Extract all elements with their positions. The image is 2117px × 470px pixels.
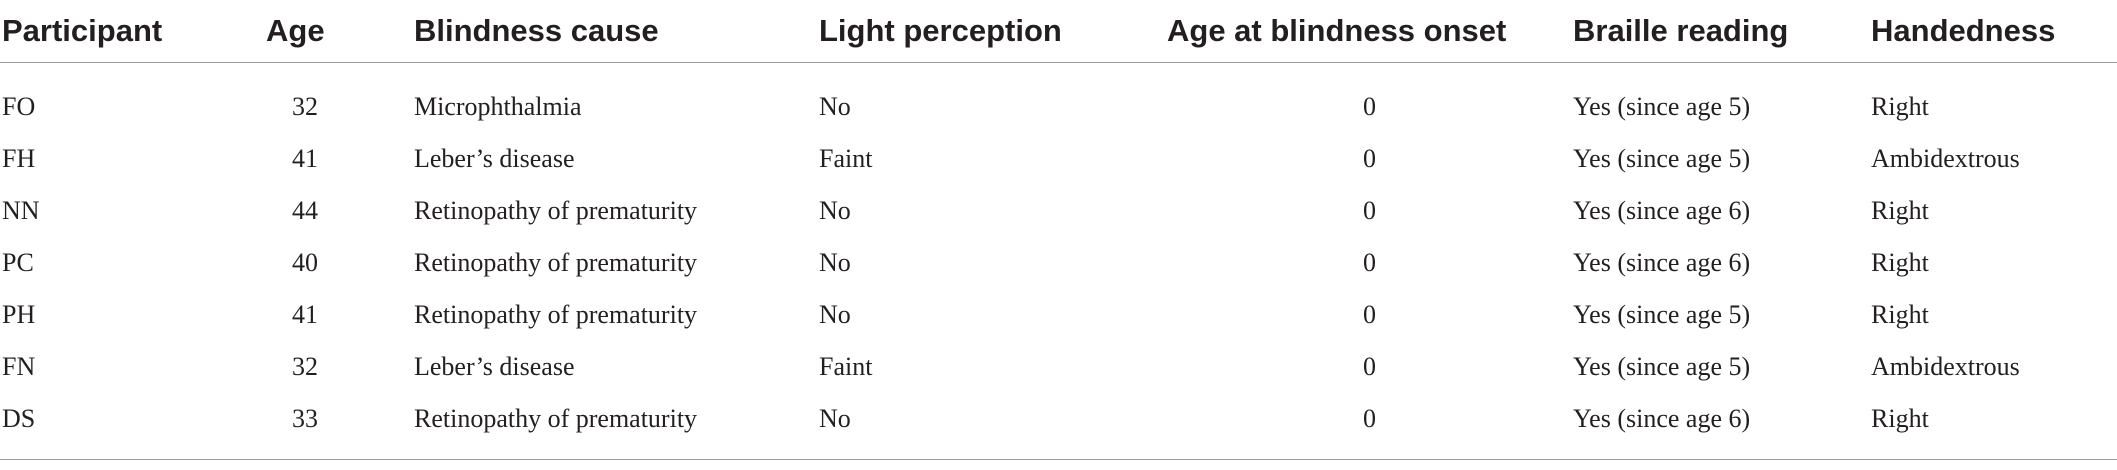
cell-blindness-cause: Leber’s disease <box>414 352 575 381</box>
cell-participant: FO <box>2 92 36 121</box>
cell-handedness: Right <box>1871 248 1929 277</box>
cell-braille-reading: Yes (since age 5) <box>1573 300 1751 329</box>
cell-age-at-onset: 0 <box>1363 144 1376 173</box>
table-row: PH 41 Retinopathy of prematurity No 0 Ye… <box>0 289 2117 341</box>
cell-age: 33 <box>262 393 414 460</box>
header-participant: Participant <box>0 0 262 63</box>
cell-age-at-onset: 0 <box>1363 300 1376 329</box>
cell-age-at-onset: 0 <box>1363 196 1376 225</box>
cell-handedness: Ambidextrous <box>1871 144 2020 173</box>
cell-participant: DS <box>0 393 262 460</box>
header-blindness-cause: Blindness cause <box>414 0 819 63</box>
table-row: PC 40 Retinopathy of prematurity No 0 Ye… <box>0 237 2117 289</box>
cell-age-at-onset: 0 <box>1363 248 1376 277</box>
cell-light-perception: No <box>819 248 851 277</box>
table-row: FN 32 Leber’s disease Faint 0 Yes (since… <box>0 341 2117 393</box>
participants-table-container: Participant Age Blindness cause Light pe… <box>0 0 2117 460</box>
table-row: FH 41 Leber’s disease Faint 0 Yes (since… <box>0 133 2117 185</box>
header-row: Participant Age Blindness cause Light pe… <box>0 0 2117 63</box>
cell-blindness-cause: Retinopathy of prematurity <box>414 393 819 460</box>
header-age-at-onset: Age at blindness onset <box>1163 0 1565 63</box>
cell-blindness-cause: Retinopathy of prematurity <box>414 300 698 329</box>
cell-blindness-cause: Leber’s disease <box>414 144 575 173</box>
cell-age: 41 <box>292 144 318 173</box>
cell-blindness-cause: Retinopathy of prematurity <box>414 196 698 225</box>
cell-participant: NN <box>2 196 40 225</box>
cell-participant: PH <box>2 300 36 329</box>
cell-participant: PC <box>2 248 34 277</box>
cell-braille-reading: Yes (since age 6) <box>1573 248 1751 277</box>
cell-braille-reading: Yes (since age 5) <box>1573 352 1751 381</box>
table-row: FO 32 Microphthalmia No 0 Yes (since age… <box>0 63 2117 134</box>
cell-braille-reading: Yes (since age 6) <box>1573 196 1751 225</box>
header-light-perception: Light perception <box>819 0 1163 63</box>
cell-handedness: Right <box>1870 393 2117 460</box>
cell-light-perception: No <box>819 300 851 329</box>
cell-braille-reading: Yes (since age 5) <box>1573 92 1751 121</box>
cell-age: 32 <box>292 92 318 121</box>
cell-braille-reading: Yes (since age 5) <box>1573 144 1751 173</box>
cell-light-perception: Faint <box>819 352 873 381</box>
cell-blindness-cause: Retinopathy of prematurity <box>414 248 698 277</box>
participants-table: Participant Age Blindness cause Light pe… <box>0 0 2117 460</box>
cell-handedness: Right <box>1871 300 1929 329</box>
cell-handedness: Right <box>1871 92 1929 121</box>
cell-light-perception: No <box>819 92 851 121</box>
table-body: FO 32 Microphthalmia No 0 Yes (since age… <box>0 63 2117 460</box>
header-age: Age <box>262 0 414 63</box>
cell-light-perception: No <box>819 196 851 225</box>
cell-participant: FH <box>2 144 36 173</box>
cell-handedness: Ambidextrous <box>1871 352 2020 381</box>
header-handedness: Handedness <box>1870 0 2117 63</box>
cell-age: 44 <box>292 196 318 225</box>
cell-braille-reading: Yes (since age 6) <box>1565 393 1870 460</box>
cell-age: 32 <box>292 352 318 381</box>
cell-age: 41 <box>292 300 318 329</box>
cell-age-at-onset: 0 <box>1163 393 1565 460</box>
table-header: Participant Age Blindness cause Light pe… <box>0 0 2117 63</box>
table-row: DS 33 Retinopathy of prematurity No 0 Ye… <box>0 393 2117 460</box>
header-braille-reading: Braille reading <box>1565 0 1870 63</box>
cell-light-perception: Faint <box>819 144 873 173</box>
cell-handedness: Right <box>1871 196 1929 225</box>
cell-light-perception: No <box>819 393 1163 460</box>
cell-blindness-cause: Microphthalmia <box>414 92 582 121</box>
cell-participant: FN <box>2 352 36 381</box>
table-row: NN 44 Retinopathy of prematurity No 0 Ye… <box>0 185 2117 237</box>
cell-age: 40 <box>292 248 318 277</box>
cell-age-at-onset: 0 <box>1363 92 1376 121</box>
cell-age-at-onset: 0 <box>1363 352 1376 381</box>
